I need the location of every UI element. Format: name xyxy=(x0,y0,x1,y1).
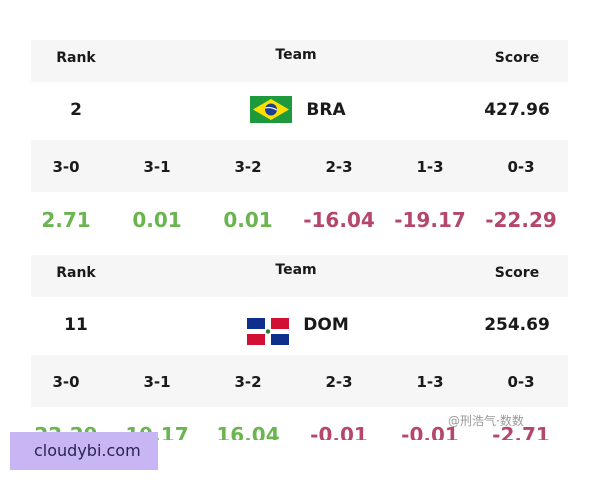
result-label: 1-3 xyxy=(416,373,444,391)
score: 427.96 xyxy=(484,100,550,120)
point-change: -22.29 xyxy=(485,208,557,232)
score-header: Score xyxy=(494,265,540,281)
point-change: 2.71 xyxy=(41,208,91,232)
result-label: 3-2 xyxy=(234,158,262,176)
point-change: -2.71 xyxy=(492,423,550,440)
team-header: Team xyxy=(275,47,317,63)
result-label: 0-3 xyxy=(507,373,535,391)
columns-band xyxy=(31,140,568,192)
team-code: BRA xyxy=(306,100,346,120)
watermark: @刑浩气·数数 xyxy=(448,414,524,428)
flag-brazil xyxy=(250,96,292,123)
point-change: -0.01 xyxy=(401,423,459,440)
point-change: -0.01 xyxy=(310,423,368,440)
rank-header: Rank xyxy=(56,50,96,66)
rank: 11 xyxy=(64,315,88,335)
result-label: 1-3 xyxy=(416,158,444,176)
point-change: 16.04 xyxy=(216,423,280,440)
header-band xyxy=(31,40,568,82)
team-header: Team xyxy=(275,262,317,278)
result-label: 3-1 xyxy=(143,373,171,391)
header-band xyxy=(31,255,568,297)
flag-dominican xyxy=(247,318,289,345)
result-label: 3-0 xyxy=(52,158,80,176)
team-code: DOM xyxy=(303,315,349,335)
score-header: Score xyxy=(494,50,540,66)
rank-header: Rank xyxy=(56,265,96,281)
result-label: 2-3 xyxy=(325,158,353,176)
point-change: 0.01 xyxy=(132,208,182,232)
result-label: 3-1 xyxy=(143,158,171,176)
result-label: 2-3 xyxy=(325,373,353,391)
rank: 2 xyxy=(70,100,82,120)
table-area: Rank Team Score 2 BRA 427.96 3-0 3-1 3-2 2-3 1-3 0-… xyxy=(31,40,568,440)
result-label: 3-0 xyxy=(52,373,80,391)
result-label: 0-3 xyxy=(507,158,535,176)
point-change: -16.04 xyxy=(303,208,375,232)
watermark-badge: cloudybi.com xyxy=(10,432,158,470)
result-label: 3-2 xyxy=(234,373,262,391)
score: 254.69 xyxy=(484,315,550,335)
point-change: -19.17 xyxy=(394,208,466,232)
point-change: 0.01 xyxy=(223,208,273,232)
columns-band xyxy=(31,355,568,407)
